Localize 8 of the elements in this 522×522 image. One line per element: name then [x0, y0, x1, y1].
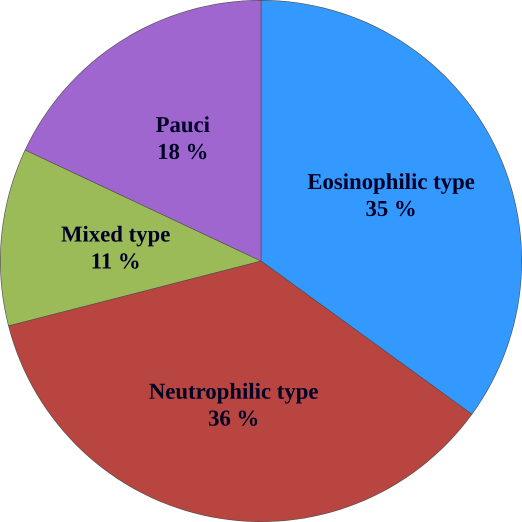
slice-label: Pauci: [156, 116, 210, 132]
data-label: 18 %: [158, 144, 206, 160]
data-label: 35 %: [366, 200, 415, 216]
slice-label: Neutrophilic type: [149, 382, 318, 404]
data-label: 36 %: [208, 410, 258, 426]
slice-label: Mixed type: [61, 226, 170, 246]
slice-label: Eosinophilic type: [308, 173, 474, 194]
data-label: 11 %: [92, 253, 138, 269]
